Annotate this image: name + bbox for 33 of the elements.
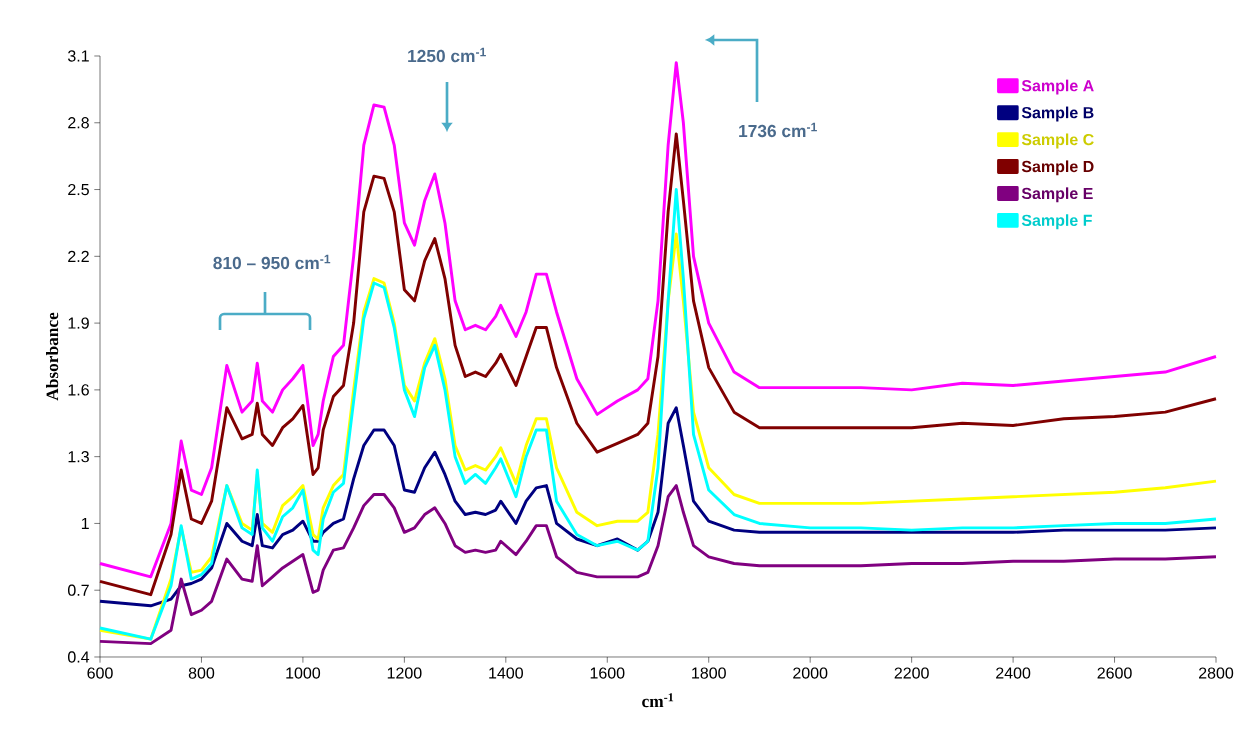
y-tick-label: 1.9 [68,317,89,329]
x-tick-label: 1200 [387,667,422,679]
y-tick-label: 2.2 [68,250,89,262]
x-tick-label: 1000 [286,667,321,679]
legend-label: Sample D [1021,160,1094,176]
y-axis-title: Absorbance [46,312,59,401]
x-axis-title: cm$^{-1}$ [642,693,674,708]
legend-label: Sample C [1021,133,1094,149]
legend-label: Sample F [1021,214,1092,230]
y-tick-label: 0.4 [67,651,90,663]
y-tick-label: 2.5 [68,183,89,196]
x-tick-label: 2200 [894,667,929,679]
x-tick-label: 1600 [590,667,625,679]
x-tick-label: 1800 [692,667,726,679]
x-tick-label: 2000 [793,667,828,679]
y-tick-label: 1 [81,517,89,529]
annotation: 1736 cm$^{-1}$ [739,122,817,138]
x-tick-label: 1400 [489,667,523,679]
x-tick-label: 2600 [1097,667,1132,679]
x-tick-label: 600 [87,667,113,679]
annotation: 1250 cm$^{-1}$ [408,47,486,63]
x-tick-label: 2800 [1199,667,1234,679]
annotation: 810 – 950 cm$^{-1}$ [213,254,331,270]
y-tick-label: 1.6 [68,384,89,396]
x-tick-label: 800 [188,667,215,679]
y-tick-label: 2.8 [68,117,89,129]
legend-label: Sample A [1021,79,1094,95]
legend-label: Sample B [1021,106,1094,122]
x-tick-label: 2400 [996,667,1031,679]
y-tick-label: 3.1 [67,50,89,62]
y-tick-label: 1.3 [68,450,89,463]
y-tick-label: 0.7 [67,584,89,596]
legend-label: Sample E [1021,187,1093,203]
